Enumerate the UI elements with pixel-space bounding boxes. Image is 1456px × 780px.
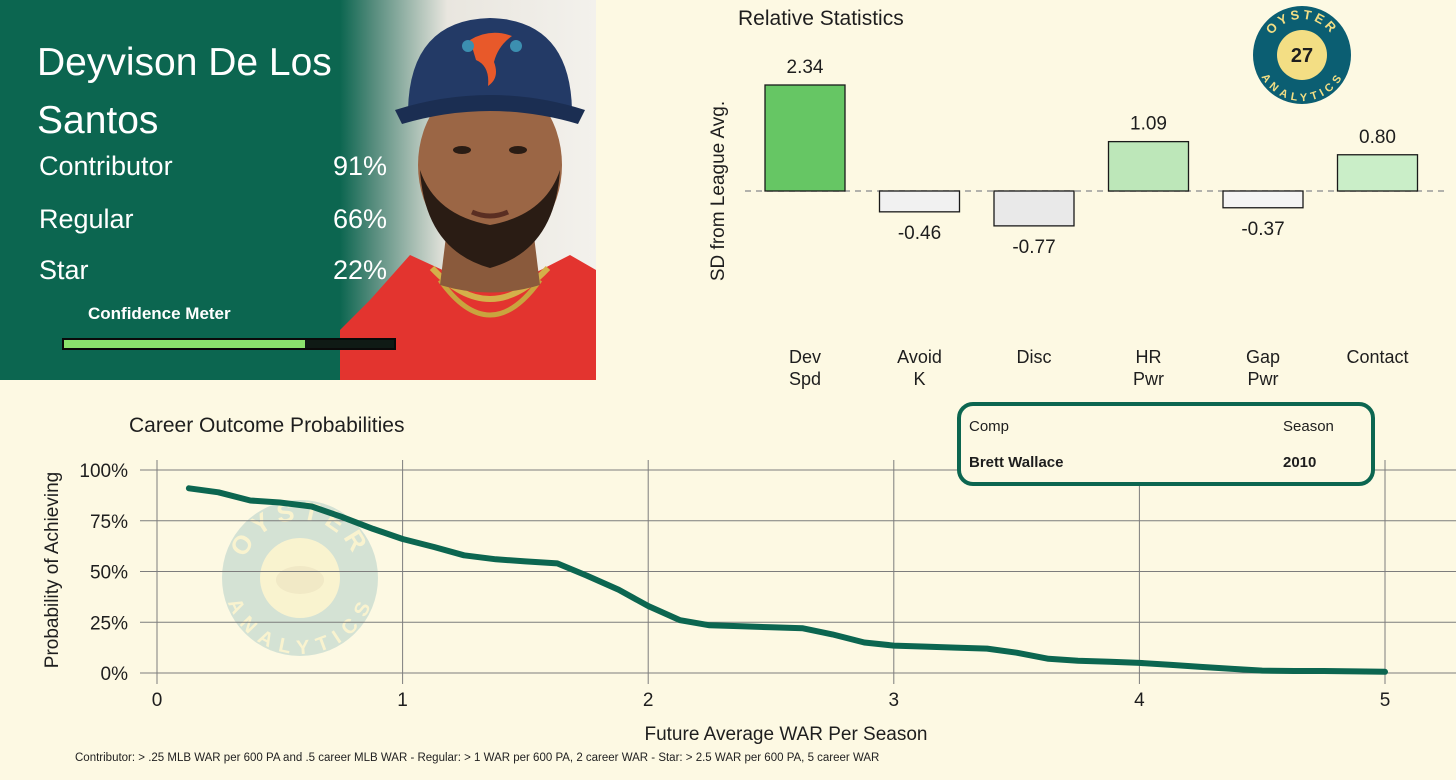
- comp-header-season: Season: [1283, 418, 1334, 435]
- bar-avoid-k: [878, 190, 961, 213]
- relative-statistics-chart: Relative Statistics SD from League Avg. …: [708, 6, 1445, 389]
- comp-header-name: Comp: [969, 418, 1010, 435]
- line-chart-y-axis-label: Probability of Achieving: [42, 472, 63, 668]
- y-tick-label: 100%: [79, 461, 128, 482]
- oyster-analytics-badge: OYSTER ANALYTICS 27: [1253, 6, 1351, 104]
- probability-value: 91%: [332, 151, 387, 181]
- line-chart-x-axis-label: Future Average WAR Per Season: [644, 724, 927, 745]
- probability-curve: [185, 485, 1388, 675]
- confidence-meter-fill: [64, 340, 305, 348]
- bar-category-label: Contact: [1346, 347, 1408, 367]
- comp-table: Comp Season Brett Wallace 2010: [957, 402, 1375, 486]
- bar-category-label: Dev Spd: [789, 347, 821, 389]
- bar-chart-y-axis-label: SD from League Avg.: [708, 101, 729, 281]
- probability-value: 66%: [332, 204, 387, 234]
- bar-dev-spd: [764, 84, 846, 192]
- bar-value-label: -0.77: [1012, 237, 1055, 258]
- bar-category-label: Gap Pwr: [1246, 347, 1280, 389]
- bar-category-label: Disc: [1017, 347, 1052, 367]
- bar-chart-title: Relative Statistics: [738, 7, 904, 30]
- bar-disc: [993, 190, 1075, 227]
- x-tick-label: 0: [152, 690, 163, 711]
- comp-season: 2010: [1283, 454, 1317, 471]
- probability-row-star: Star 22%: [39, 255, 387, 289]
- bar-hr-pwr: [1107, 140, 1190, 192]
- watermark-logo: OYSTER ANALYTICS: [222, 495, 378, 659]
- player-card: Deyvison De Los Santos Contributor 91% R…: [0, 0, 596, 380]
- bar-value-label: 2.34: [787, 57, 824, 78]
- probability-value: 22%: [332, 255, 387, 285]
- confidence-meter: [62, 338, 396, 350]
- player-photo: [340, 0, 596, 380]
- probability-row-regular: Regular 66%: [39, 204, 387, 238]
- bar-value-label: 1.09: [1130, 114, 1167, 135]
- probability-label: Regular: [39, 204, 134, 234]
- bar-category-label: Avoid K: [897, 347, 942, 389]
- y-tick-label: 25%: [90, 613, 128, 634]
- bar-category-label: HR Pwr: [1133, 347, 1164, 389]
- player-name: Deyvison De Los Santos: [37, 41, 332, 142]
- probability-row-contributor: Contributor 91%: [39, 151, 387, 185]
- y-tick-label: 0%: [101, 664, 129, 685]
- definitions-footnote: Contributor: > .25 MLB WAR per 600 PA an…: [75, 752, 880, 764]
- x-tick-label: 3: [889, 690, 900, 711]
- probability-label: Contributor: [39, 151, 173, 181]
- bar-value-label: 0.80: [1359, 127, 1396, 148]
- y-tick-label: 50%: [90, 563, 128, 584]
- x-tick-label: 4: [1134, 690, 1145, 711]
- x-tick-label: 5: [1380, 690, 1391, 711]
- bar-contact: [1336, 154, 1419, 192]
- comp-player-name: Brett Wallace: [969, 454, 1064, 471]
- confidence-meter-label: Confidence Meter: [88, 304, 231, 323]
- x-tick-label: 1: [397, 690, 408, 711]
- badge-number: 27: [1291, 45, 1313, 67]
- bar-value-label: -0.46: [898, 223, 941, 244]
- bar-gap-pwr: [1222, 190, 1304, 209]
- line-chart-title: Career Outcome Probabilities: [129, 414, 404, 437]
- probability-label: Star: [39, 255, 89, 285]
- x-tick-label: 2: [643, 690, 654, 711]
- bar-value-label: -0.37: [1241, 219, 1284, 240]
- y-tick-label: 75%: [90, 512, 128, 533]
